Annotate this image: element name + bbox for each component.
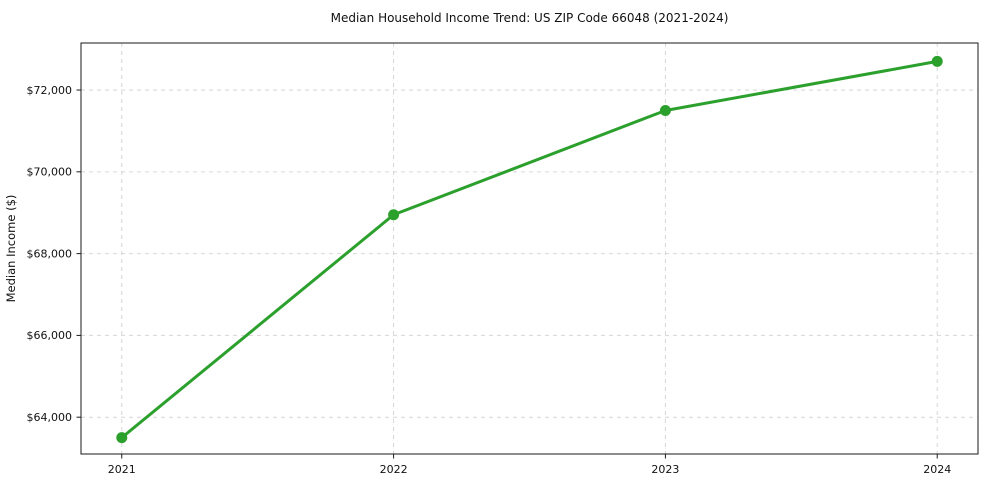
y-axis-label: Median Income ($) bbox=[4, 195, 18, 303]
y-tick-label: $70,000 bbox=[27, 166, 73, 179]
data-point-2024 bbox=[931, 55, 943, 67]
y-tick-label: $72,000 bbox=[27, 84, 73, 97]
x-tick-label: 2022 bbox=[380, 463, 408, 476]
data-point-2021 bbox=[116, 432, 128, 444]
x-tick-label: 2021 bbox=[108, 463, 136, 476]
y-tick-label: $66,000 bbox=[27, 329, 73, 342]
data-point-2022 bbox=[388, 209, 400, 221]
x-tick-label: 2023 bbox=[651, 463, 679, 476]
data-series-layer bbox=[116, 55, 943, 444]
axes-layer: 2021 2022 2023 2024 $64,000 $66,000 $68,000 $70… bbox=[27, 42, 979, 476]
y-tick-label: $68,000 bbox=[27, 247, 73, 260]
label-layer: Median Household Income Trend: US ZIP Co… bbox=[4, 11, 728, 302]
y-tick-label: $64,000 bbox=[27, 411, 73, 424]
plot-border bbox=[80, 42, 979, 455]
chart-title: Median Household Income Trend: US ZIP Co… bbox=[331, 11, 729, 25]
trend-line bbox=[120, 59, 939, 440]
data-point-2023 bbox=[659, 104, 671, 116]
grid-layer bbox=[81, 43, 978, 454]
x-tick-label: 2024 bbox=[923, 463, 951, 476]
